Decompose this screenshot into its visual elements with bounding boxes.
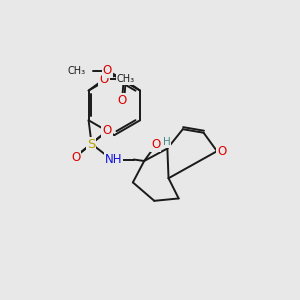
Text: O: O: [102, 124, 112, 136]
Text: O: O: [217, 145, 226, 158]
Text: NH: NH: [105, 153, 122, 166]
Text: H: H: [163, 137, 171, 147]
Text: O: O: [151, 138, 160, 152]
Text: O: O: [118, 94, 127, 106]
Text: O: O: [99, 73, 109, 86]
Text: S: S: [87, 138, 95, 151]
Text: O: O: [103, 64, 112, 77]
Text: CH₃: CH₃: [67, 66, 86, 76]
Text: O: O: [71, 151, 80, 164]
Text: CH₃: CH₃: [116, 74, 134, 84]
